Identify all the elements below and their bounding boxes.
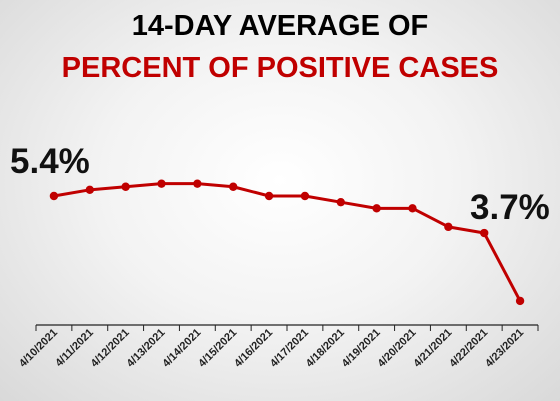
data-point [121,182,130,191]
data-point [229,182,238,191]
start-value-label: 5.4% [10,142,90,181]
chart-subtitle: PERCENT OF POSITIVE CASES [61,52,499,84]
data-point [372,204,381,213]
data-point [408,204,417,213]
x-tick-label: 4/10/2021 [17,327,60,370]
chart-title: 14-DAY AVERAGE OF [131,10,429,42]
data-point [193,179,202,188]
x-tick-label: 4/23/2021 [483,327,526,370]
data-point [336,197,345,207]
data-point [444,222,453,232]
data-point [264,191,274,201]
data-point [157,179,166,188]
data-point [480,228,489,238]
end-value-label: 3.7% [470,188,550,227]
data-point [85,185,94,195]
data-point [515,296,525,306]
data-point [49,191,59,201]
series-line [53,182,522,302]
data-point [300,191,310,201]
